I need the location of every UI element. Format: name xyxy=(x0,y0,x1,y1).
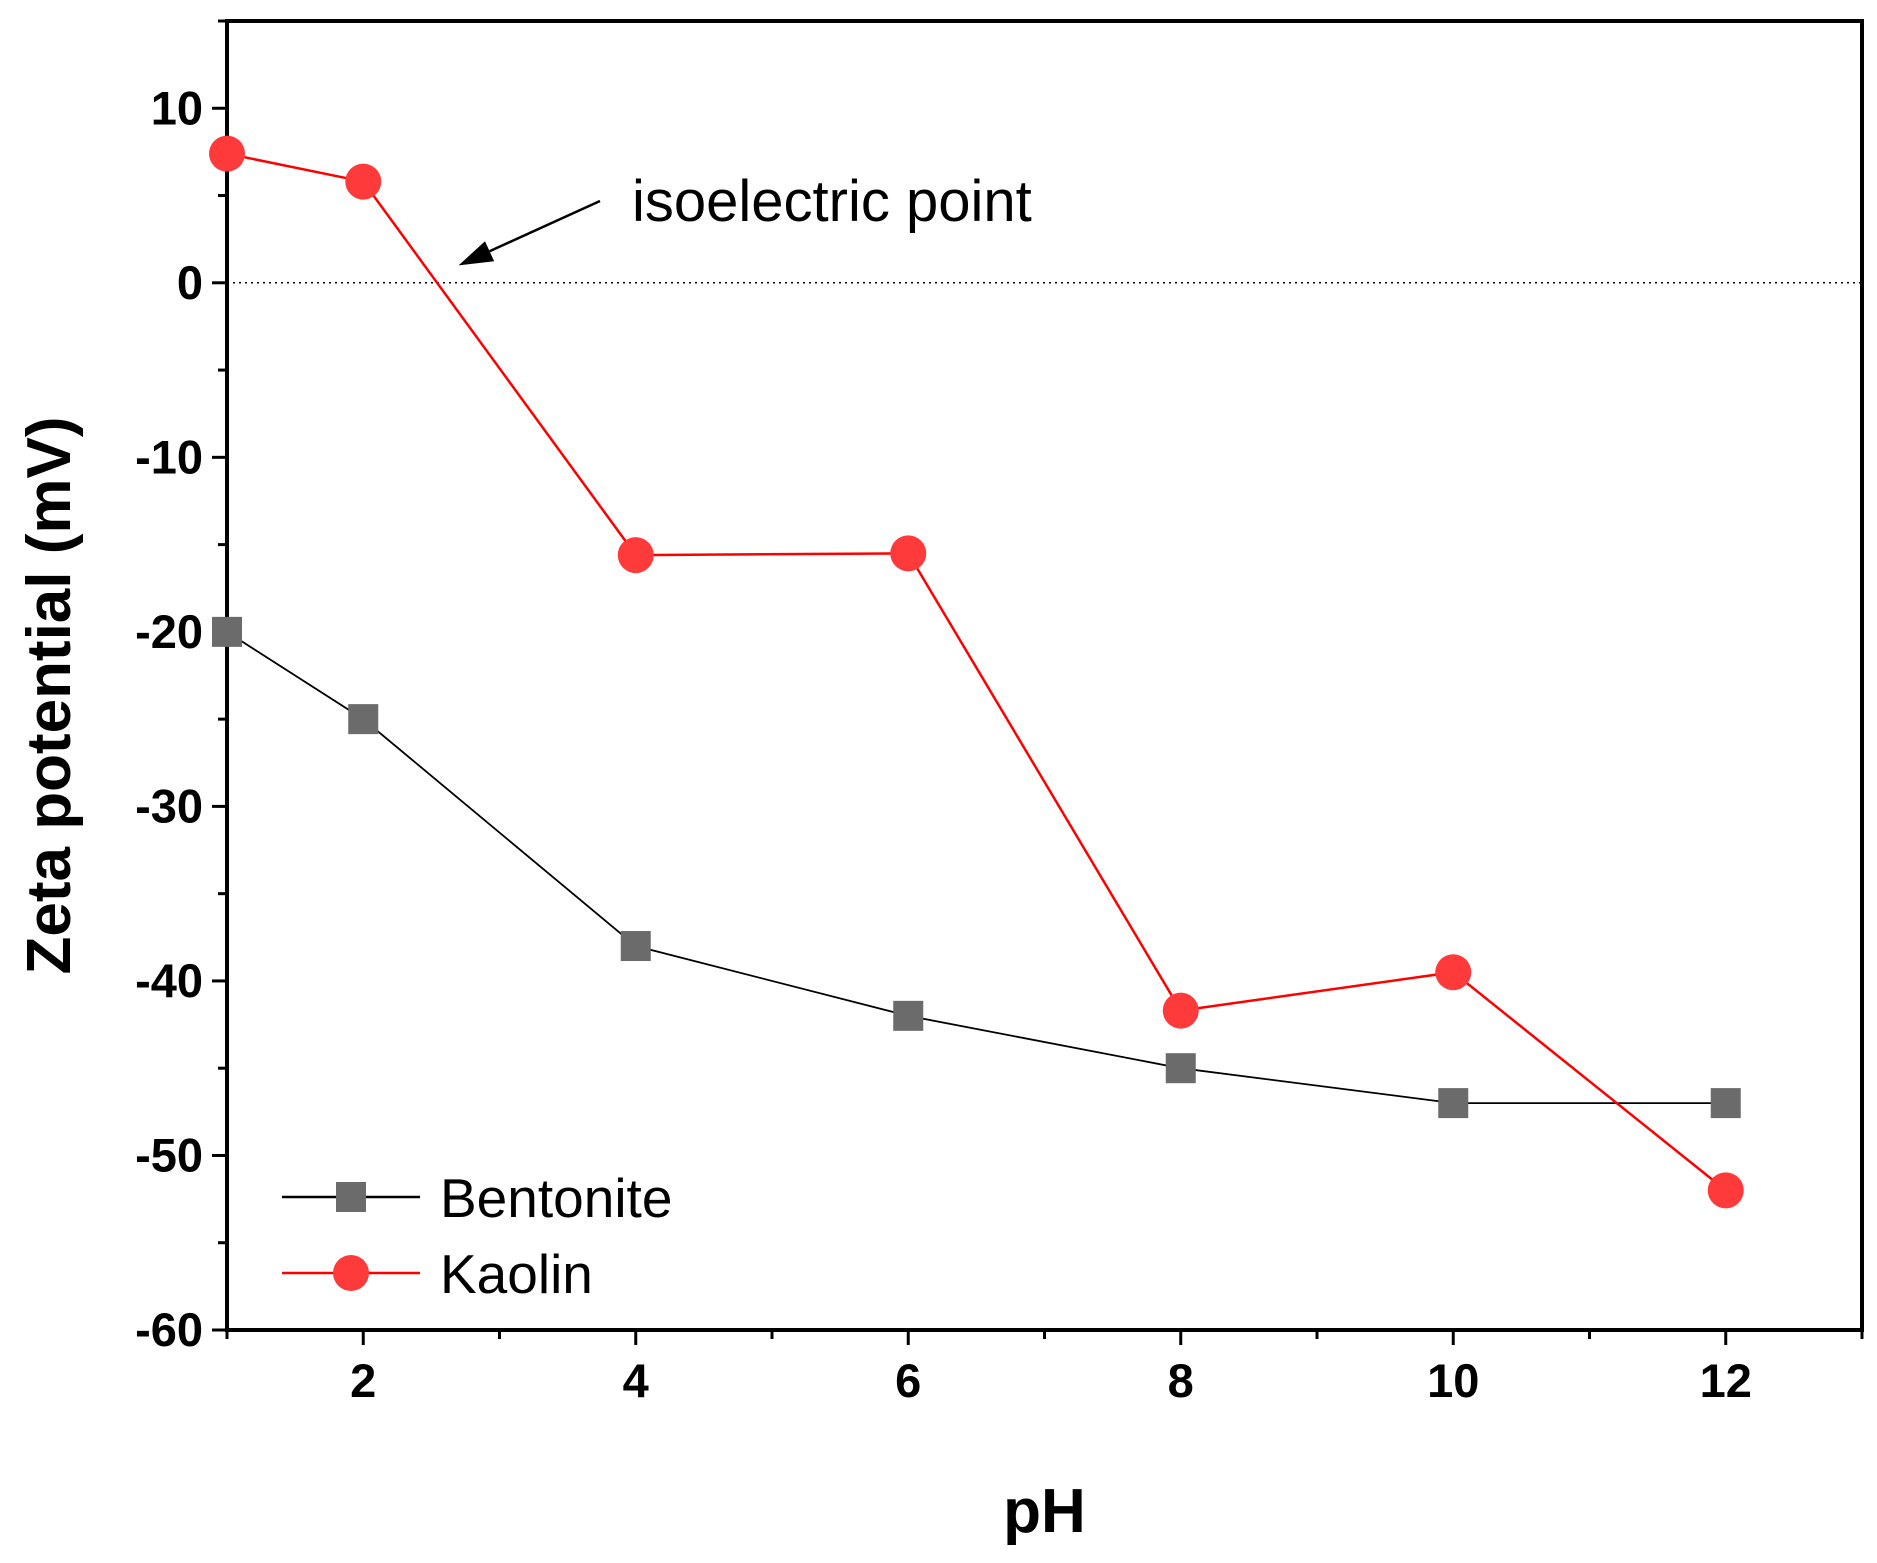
bentonite-point xyxy=(1438,1088,1469,1119)
x-tick-label: 4 xyxy=(623,1354,649,1407)
annotation-arrow-line xyxy=(489,199,601,253)
y-tick-label: -40 xyxy=(135,954,203,1007)
legend: Bentonite Kaolin xyxy=(282,1167,672,1305)
bentonite-point xyxy=(1165,1053,1196,1084)
bentonite-point xyxy=(893,1000,924,1031)
kaolin-point xyxy=(345,163,382,200)
x-tick-label: 8 xyxy=(1168,1354,1194,1407)
annotation-text: isoelectric point xyxy=(632,169,1032,234)
bentonite-point xyxy=(1710,1088,1741,1119)
axis-tick-labels: 2 4 6 8 10 12 10 0 -10 -20 -30 -40 -50 -60 xyxy=(135,81,1752,1407)
bentonite-point xyxy=(348,704,379,735)
y-tick-label: -60 xyxy=(135,1303,203,1356)
x-tick-label: 6 xyxy=(895,1354,921,1407)
kaolin-point xyxy=(1162,992,1199,1029)
kaolin-point xyxy=(617,537,654,574)
bentonite-point xyxy=(620,931,651,962)
kaolin-point xyxy=(209,135,245,172)
bentonite-point xyxy=(212,616,242,647)
isoelectric-point-annotation: isoelectric point xyxy=(458,169,1032,266)
annotation-arrow-head xyxy=(458,241,495,266)
series-markers xyxy=(209,135,1744,1209)
x-tick-label: 10 xyxy=(1427,1354,1479,1407)
y-tick-label: -30 xyxy=(135,779,203,832)
y-tick-label: -20 xyxy=(135,605,203,658)
kaolin-point xyxy=(1707,1172,1744,1209)
y-axis-title: Zeta potential (mV) xyxy=(15,416,84,974)
y-tick-label: 0 xyxy=(177,256,203,309)
y-tick-label: -10 xyxy=(135,430,203,483)
kaolin-point xyxy=(890,535,927,572)
x-tick-label: 12 xyxy=(1700,1354,1752,1407)
y-tick-label: -50 xyxy=(135,1128,203,1181)
kaolin-point xyxy=(1435,954,1472,991)
legend-bentonite-label: Bentonite xyxy=(440,1167,672,1229)
y-tick-label: 10 xyxy=(151,81,203,134)
legend-kaolin-marker xyxy=(333,1255,369,1291)
legend-kaolin-label: Kaolin xyxy=(440,1243,593,1305)
legend-bentonite-marker xyxy=(336,1182,366,1212)
x-axis-title: pH xyxy=(1003,1477,1086,1546)
x-tick-label: 2 xyxy=(350,1354,376,1407)
